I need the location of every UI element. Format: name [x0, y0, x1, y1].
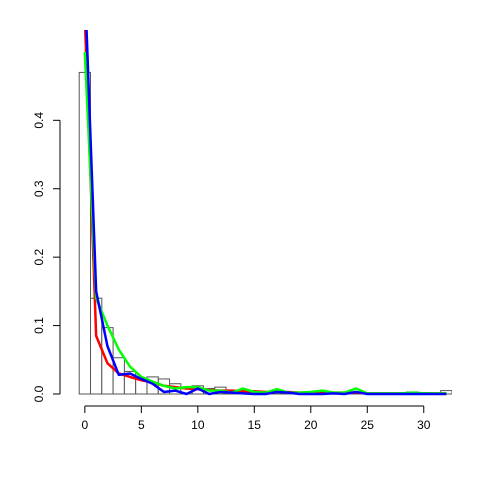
density-line [84, 30, 447, 395]
x-tick-label: 15 [248, 418, 262, 432]
x-tick-label: 25 [361, 418, 375, 432]
density-line [85, 30, 447, 396]
y-tick-label: 0.4 [32, 112, 46, 129]
density-line [83, 51, 447, 395]
x-tick-label: 0 [82, 418, 89, 432]
x-tick-label: 5 [138, 418, 145, 432]
y-tick-label: 0.1 [32, 317, 46, 334]
y-tick-label: 0.0 [32, 385, 46, 402]
y-tick-label: 0.3 [32, 180, 46, 197]
x-tick-label: 20 [304, 418, 318, 432]
y-tick-label: 0.2 [32, 248, 46, 265]
x-tick-label: 30 [417, 418, 431, 432]
plot-area [78, 30, 452, 396]
x-tick-label: 10 [191, 418, 205, 432]
